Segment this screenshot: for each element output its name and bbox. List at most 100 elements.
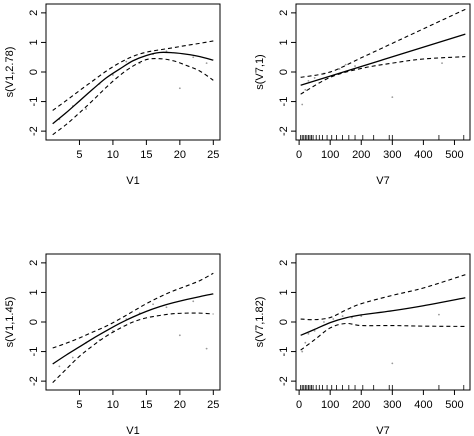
x-axis-label: V7	[376, 425, 389, 436]
upper-confidence-band	[300, 274, 466, 321]
residual-point	[58, 365, 61, 368]
residual-point	[341, 315, 344, 317]
residual-point	[338, 68, 341, 70]
y-tick-label: -2	[28, 376, 40, 386]
residual-point	[178, 87, 181, 90]
x-tick-label: 25	[207, 149, 219, 161]
residual-point	[205, 62, 208, 65]
x-tick-label: 500	[445, 399, 463, 411]
x-tick-label: 300	[383, 399, 401, 411]
y-tick-label: 2	[28, 10, 40, 16]
plot-frame	[295, 253, 471, 391]
y-tick-label: 0	[28, 319, 40, 325]
y-tick-label: -1	[278, 97, 290, 107]
y-tick-label: -2	[278, 376, 290, 386]
residual-point	[152, 303, 154, 306]
upper-confidence-band	[300, 8, 466, 78]
x-axis-label: V1	[126, 425, 139, 436]
x-tick-label: 200	[352, 399, 370, 411]
chart-panel-4: 0 100 200 300 400 500 -2 -1 0 1 2 V7 s(V7,1.82)	[254, 253, 471, 436]
x-tick-label: 10	[107, 399, 119, 411]
x-tick-label: 100	[321, 399, 339, 411]
y-tick-label: 1	[278, 39, 290, 45]
upper-confidence-band	[52, 272, 214, 349]
y-tick-label: -1	[28, 97, 40, 107]
y-tick-label: 0	[278, 69, 290, 75]
lower-confidence-band	[52, 58, 214, 136]
x-tick-label: 5	[76, 399, 82, 411]
smooth-fit-line	[300, 297, 466, 336]
smooth-fit-line	[52, 51, 214, 125]
residual-point	[360, 315, 363, 317]
residual-point	[332, 318, 335, 320]
plot-frame	[295, 3, 471, 141]
y-tick-label: 2	[278, 10, 290, 16]
chart-panel-3: 5 10 15 20 25 -2 -1 0 1 2 V1 s(V1,1.45)	[4, 253, 221, 436]
y-tick-label: -1	[28, 347, 40, 357]
y-tick-label: 2	[278, 260, 290, 266]
x-tick-label: 0	[296, 149, 302, 161]
x-tick-label: 15	[140, 149, 152, 161]
x-tick-label: 0	[296, 399, 302, 411]
y-tick-label: 0	[278, 319, 290, 325]
residual-point	[165, 306, 168, 309]
residual-point	[438, 313, 440, 316]
residual-point	[391, 362, 394, 365]
x-tick-label: 5	[76, 149, 82, 161]
residual-point	[71, 356, 74, 359]
y-tick-label: 1	[28, 39, 40, 45]
y-tick-label: -2	[278, 126, 290, 136]
y-tick-label: -1	[278, 347, 290, 357]
y-axis-label: s(V7,1.82)	[254, 297, 266, 348]
x-axis-label: V1	[126, 175, 139, 187]
smooth-fit-line	[300, 33, 466, 86]
y-tick-label: -2	[28, 126, 40, 136]
residual-point	[391, 96, 394, 99]
smooth-fit-line	[52, 293, 214, 365]
residual-point	[304, 341, 307, 344]
x-tick-label: 500	[445, 149, 463, 161]
chart-panel-1: 5 10 15 20 25 -2 -1 0 1 2 V1 s(V1,2.78)	[4, 3, 221, 187]
y-tick-label: 1	[278, 289, 290, 295]
lower-confidence-band	[52, 312, 214, 383]
residual-point	[85, 108, 88, 110]
residual-point	[344, 63, 347, 66]
residual-point	[192, 56, 195, 59]
chart-panel-2: 0 100 200 300 400 500 -2 -1 0 1 2 V7 s(V7,1)	[254, 3, 471, 187]
x-tick-label: 400	[414, 399, 432, 411]
x-tick-label: 20	[174, 399, 186, 411]
lower-confidence-band	[300, 322, 466, 351]
residual-point	[192, 300, 195, 303]
residual-point	[205, 347, 208, 350]
x-tick-label: 15	[140, 399, 152, 411]
residual-point	[125, 60, 128, 63]
residual-point	[354, 65, 356, 67]
residual-point	[313, 329, 316, 332]
residual-point	[307, 332, 310, 335]
residual-point	[301, 103, 304, 106]
y-tick-label: 1	[28, 289, 40, 295]
x-tick-label: 400	[414, 149, 432, 161]
x-tick-label: 200	[352, 149, 370, 161]
x-tick-label: 300	[383, 149, 401, 161]
residual-point	[304, 88, 307, 91]
y-tick-label: 0	[28, 69, 40, 75]
residual-point	[323, 321, 325, 323]
residual-point	[178, 334, 181, 337]
y-axis-label: s(V7,1)	[254, 54, 266, 89]
upper-confidence-band	[52, 40, 214, 111]
y-tick-label: 2	[28, 260, 40, 266]
residual-point	[301, 350, 304, 353]
residual-point	[313, 77, 316, 79]
residual-point	[112, 74, 114, 76]
x-tick-label: 20	[174, 149, 186, 161]
lower-confidence-band	[300, 56, 466, 95]
residual-point	[307, 79, 310, 82]
x-tick-label: 25	[207, 399, 219, 411]
x-tick-label: 10	[107, 149, 119, 161]
x-axis-label: V7	[376, 175, 389, 187]
x-tick-label: 100	[321, 149, 339, 161]
residual-point	[441, 62, 443, 65]
y-axis-label: s(V1,1.45)	[4, 297, 16, 348]
